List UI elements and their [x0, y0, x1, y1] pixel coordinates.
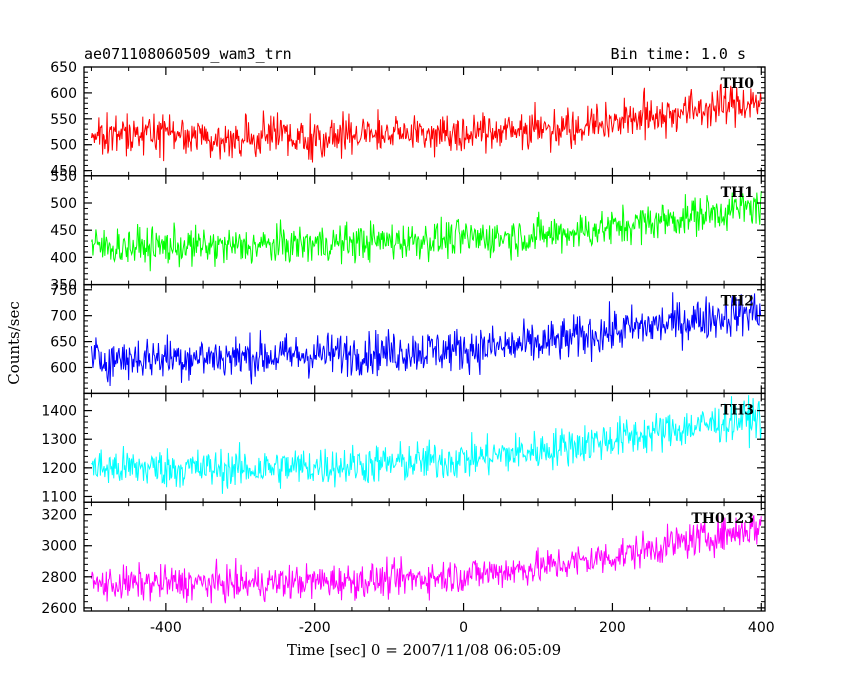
y-tick-label: 3000 [41, 539, 77, 555]
y-tick-label: 1400 [41, 404, 77, 420]
y-axis-label: Counts/sec [5, 301, 23, 385]
panel-name-label: TH3 [721, 402, 754, 418]
panels-group: 450500550600650TH0350400450500550TH16006… [41, 60, 774, 636]
y-tick-label: 400 [50, 250, 77, 266]
y-tick-label: 550 [50, 169, 77, 185]
y-tick-label: 450 [50, 223, 77, 239]
series-line-th3 [91, 395, 762, 494]
series-line-th0123 [90, 515, 762, 604]
panel-frame [83, 283, 766, 395]
y-tick-label: 1200 [41, 461, 77, 477]
x-tick-label: 200 [599, 620, 626, 636]
bin-time-label: Bin time: 1.0 s [611, 45, 746, 63]
series-line-th0 [90, 83, 762, 163]
panel-th0123: 2600 2800 3000 3200 TH0123 [41, 501, 766, 617]
chart-title: ae071108060509_wam3_trn [84, 45, 292, 63]
y-tick-label: 2600 [41, 601, 77, 617]
y-tick-label: 2800 [41, 570, 77, 586]
y-tick-label: 650 [50, 335, 77, 351]
y-tick-label: 500 [50, 138, 77, 154]
panel-name-label: TH0 [721, 76, 755, 92]
y-tick-label: 600 [50, 360, 77, 376]
y-tick-label: 500 [50, 196, 77, 212]
x-tick-label: -200 [299, 620, 331, 636]
y-tick-label: 350 [50, 278, 77, 294]
panel-th1: 350 400 450 500 550 TH1 [50, 169, 766, 294]
x-tick-label: 400 [748, 620, 775, 636]
y-tick-label: 650 [50, 60, 77, 76]
panel-name-label: TH0123 [691, 511, 754, 527]
x-axis-label: Time [sec] 0 = 2007/11/08 06:05:09 [287, 641, 561, 659]
y-tick-label: 450 [50, 164, 77, 180]
y-tick-label: 700 [50, 309, 77, 325]
panel-frame [83, 501, 766, 612]
series-line-th2 [90, 292, 762, 386]
panel-th2: 600 650 700 750 TH2 [50, 283, 766, 395]
panel-frame [83, 175, 766, 286]
y-tick-label: 1300 [41, 432, 77, 448]
panel-th3: 1100 1200 1300 1400 TH3 [41, 392, 766, 505]
panel-name-label: TH1 [721, 185, 754, 201]
y-tick-label: 1100 [41, 489, 77, 505]
x-tick-label: 0 [459, 620, 468, 636]
y-tick-label: 600 [50, 86, 77, 102]
y-tick-label: 550 [50, 112, 77, 128]
y-tick-label: 750 [50, 283, 77, 299]
panel-th0: 450 500 550 600 650 TH0 [50, 60, 766, 180]
panel-name-label: TH2 [721, 294, 754, 310]
y-tick-label: 3200 [41, 508, 77, 524]
x-tick-label: -400 [150, 620, 182, 636]
series-line-th1 [90, 190, 762, 272]
